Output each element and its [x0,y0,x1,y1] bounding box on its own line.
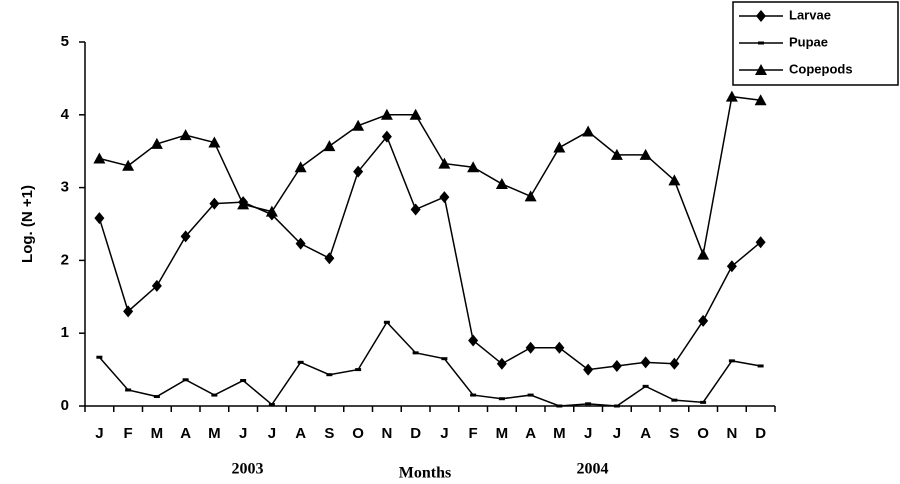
x-tick-label: J [584,425,592,442]
marker [352,119,365,131]
y-tick-label: 5 [61,33,69,50]
marker [755,64,767,75]
marker [150,137,163,149]
marker [295,237,306,250]
marker [468,334,479,347]
marker [180,230,191,243]
x-tick-label: F [124,425,133,442]
marker [380,108,393,120]
x-tick-label: D [755,425,766,442]
y-tick-label: 4 [61,106,70,123]
x-tick-label: F [469,425,478,442]
x-tick-label: A [180,425,191,442]
marker [265,205,278,217]
marker [209,197,220,210]
year-label: 2003 [232,461,264,478]
x-tick-label: A [640,425,651,442]
x-tick-label: D [410,425,421,442]
marker [725,90,738,102]
x-tick-label: J [268,425,276,442]
marker [94,212,105,225]
marker [122,159,135,171]
marker [755,236,766,249]
series-line [99,95,761,258]
x-tick-label: O [352,425,364,442]
marker [495,177,508,189]
marker [640,356,651,369]
marker [697,248,710,260]
marker [381,130,392,143]
marker [353,165,364,178]
marker [554,341,565,354]
marker [754,94,767,106]
marker [324,252,335,265]
marker [726,260,737,273]
marker [237,198,250,210]
marker [93,152,106,164]
series-line [98,321,761,407]
marker [323,140,336,152]
x-tick-label: O [697,425,709,442]
marker [525,341,536,354]
x-tick-label: J [440,425,448,442]
legend-label: Pupae [789,34,828,49]
marker [438,157,451,169]
marker [208,136,221,148]
y-tick-label: 1 [61,324,69,341]
x-tick-label: M [208,425,221,442]
x-tick-label: N [381,425,392,442]
marker [151,279,162,292]
x-tick-label: S [324,425,334,442]
marker [639,148,652,160]
x-tick-label: J [613,425,621,442]
marker [610,148,623,160]
marker [179,129,192,141]
y-tick-label: 0 [61,397,69,414]
marker [294,161,307,173]
legend-label: Copepods [789,61,853,76]
x-tick-label: M [553,425,566,442]
marker [467,161,480,173]
marker [668,174,681,186]
marker [524,190,537,202]
marker [756,10,766,22]
marker [410,203,421,216]
series-line [98,135,762,371]
y-axis-label: Log. (N +1) [19,185,36,263]
marker [698,314,709,327]
marker [553,141,566,153]
x-tick-label: N [726,425,737,442]
year-label: 2004 [577,461,609,478]
marker [496,357,507,370]
legend-label: Larvae [789,7,831,22]
marker [409,108,422,120]
x-tick-label: M [151,425,164,442]
x-tick-label: M [496,425,509,442]
marker [583,363,594,376]
marker [611,359,622,372]
x-tick-label: S [669,425,679,442]
x-tick-label: A [525,425,536,442]
y-tick-label: 3 [61,179,69,196]
marker [582,125,595,137]
x-tick-label: J [95,425,103,442]
x-axis-label: Months [399,465,451,482]
x-tick-label: A [295,425,306,442]
marker [123,305,134,318]
marker [439,191,450,204]
x-tick-label: J [239,425,247,442]
marker [669,357,680,370]
y-tick-label: 2 [61,251,69,268]
